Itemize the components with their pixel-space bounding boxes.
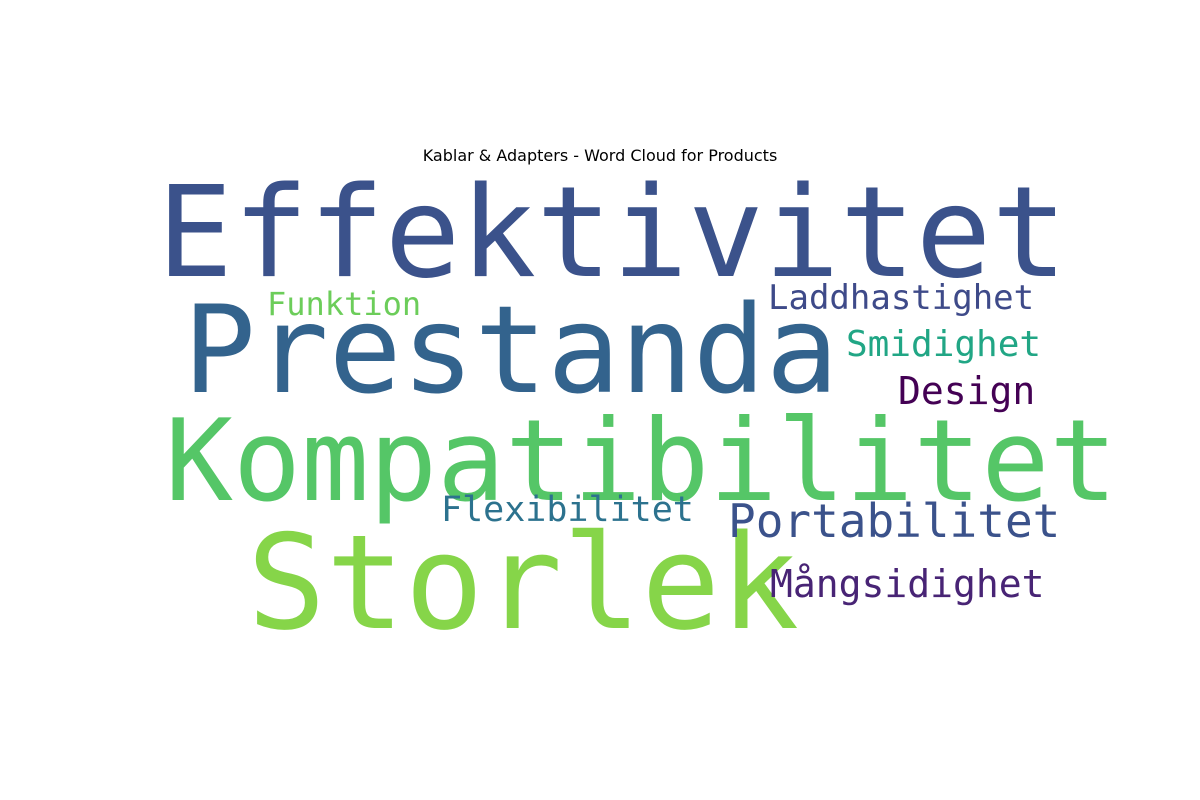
cloud-word: Portabilitet: [728, 494, 1061, 548]
cloud-word: Prestanda: [183, 280, 839, 421]
cloud-word: Storlek: [247, 506, 800, 659]
cloud-word: Funktion: [267, 285, 422, 323]
chart-title: Kablar & Adapters - Word Cloud for Produ…: [422, 146, 778, 165]
cloud-word: Laddhastighet: [768, 278, 1035, 318]
cloud-word: Kompatibilitet: [165, 395, 1118, 527]
cloud-word: Flexibilitet: [441, 490, 694, 530]
cloud-word: Design: [898, 369, 1036, 413]
cloud-word: Smidighet: [846, 324, 1042, 365]
cloud-word: Effektivitet: [157, 159, 1068, 306]
cloud-word: Mångsidighet: [770, 562, 1045, 606]
